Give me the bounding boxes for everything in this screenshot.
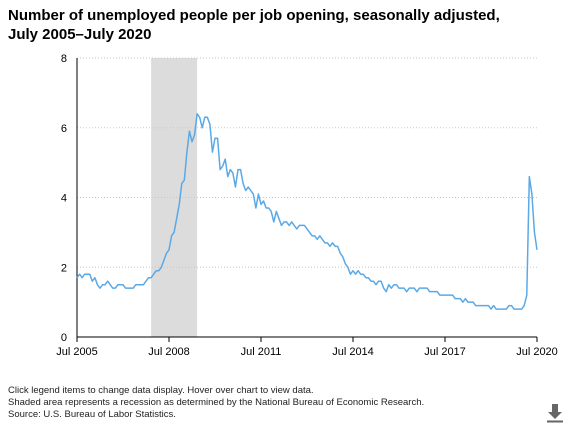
series-layer [76,113,538,310]
x-tick-label: Jul 2005 [56,346,98,358]
note-recession: Shaded area represents a recession as de… [8,397,425,408]
note-hover: Click legend items to change data displa… [8,385,314,396]
series-line[interactable] [76,113,538,310]
y-tick-label: 4 [61,193,67,205]
x-tick-label: Jul 2020 [516,346,558,358]
y-tick-label: 6 [61,123,67,135]
x-tick-label: Jul 2014 [332,346,374,358]
x-tick-label: Jul 2011 [241,346,282,358]
chart-title: Number of unemployed people per job open… [8,7,500,43]
download-icon-glyph [547,404,563,423]
y-tick-label: 2 [61,262,67,274]
x-tick-label: Jul 2017 [424,346,466,358]
download-icon[interactable] [544,402,566,424]
note-source: Source: U.S. Bureau of Labor Statistics. [8,409,176,420]
labels-layer: 0 2 4 6 8 Jul 2005 Jul 2008 Jul 2011 Jul 2014 Jul… [56,53,558,358]
y-tick-label: 8 [61,53,67,65]
y-tick-label: 0 [61,332,67,344]
chart-notes: Click legend items to change data displa… [8,385,424,421]
axes-layer [76,58,538,342]
x-tick-label: Jul 2008 [148,346,190,358]
grid-layer [77,57,537,268]
